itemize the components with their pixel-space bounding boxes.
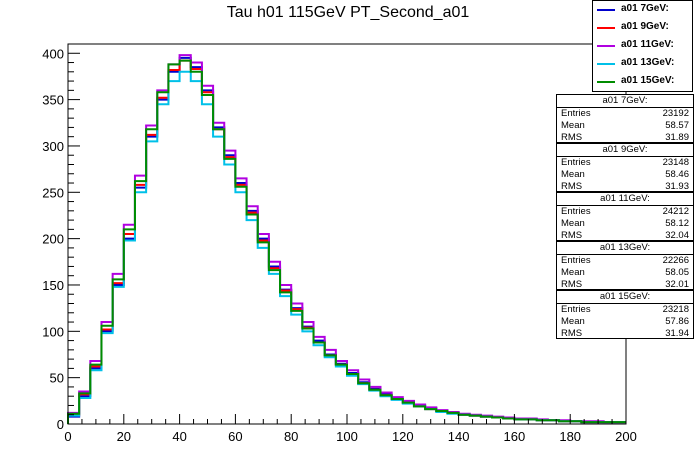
stats-row-rms: RMS 32.04 (561, 230, 689, 242)
stats-row-rms: RMS 31.93 (561, 181, 689, 193)
legend-entry: a01 15GeV: (593, 73, 692, 91)
stats-box: a01 13GeV: Entries 22266 Mean 58.05 RMS 32.01 (556, 241, 694, 290)
chart-title: Tau h01 115GeV PT_Second_a01 (226, 4, 470, 21)
legend-label: a01 15GeV: (621, 75, 675, 86)
series-layer (67, 54, 626, 424)
stats-value: 31.89 (665, 132, 689, 143)
legend-swatch (597, 45, 615, 47)
stats-key: Mean (561, 267, 585, 278)
stats-row-entries: Entries 23148 (561, 157, 689, 169)
y-tick-label: 200 (42, 232, 64, 247)
legend-label: a01 13GeV: (621, 57, 675, 68)
stats-key: Entries (561, 157, 591, 168)
legend-entry: a01 7GeV: (593, 1, 692, 19)
stats-value: 23218 (662, 304, 689, 315)
legend-entry: a01 9GeV: (593, 19, 692, 37)
stats-title: a01 13GeV: (557, 242, 693, 255)
stats-box: a01 15GeV: Entries 23218 Mean 57.86 RMS 31.94 (556, 290, 694, 339)
legend-label: a01 9GeV: (621, 21, 669, 32)
legend-swatch (597, 9, 615, 11)
stats-value: 31.93 (665, 181, 689, 192)
stats-key: Mean (561, 120, 585, 131)
stats-value: 31.94 (665, 328, 689, 339)
legend-swatch (597, 63, 615, 65)
stats-key: RMS (561, 132, 583, 143)
stats-row-mean: Mean 58.05 (561, 267, 689, 279)
stats-row-mean: Mean 57.86 (561, 316, 689, 328)
stats-key: RMS (561, 181, 583, 192)
stats-row-mean: Mean 58.46 (561, 169, 689, 181)
x-tick-label: 0 (64, 429, 71, 444)
stats-title: a01 9GeV: (557, 144, 693, 157)
stats-value: 32.01 (665, 279, 689, 290)
stats-row-entries: Entries 23192 (561, 108, 689, 120)
stats-key: RMS (561, 279, 583, 290)
y-tick-label: 300 (42, 139, 64, 154)
legend-swatch (597, 27, 615, 29)
legend-entry: a01 13GeV: (593, 55, 692, 73)
stats-box: a01 11GeV: Entries 24212 Mean 58.12 RMS 32.04 (556, 192, 694, 241)
y-tick-label: 0 (57, 417, 64, 432)
y-tick-label: 150 (42, 278, 64, 293)
stats-value: 23148 (662, 157, 689, 168)
stats-key: Entries (561, 206, 591, 217)
stats-row-rms: RMS 31.89 (561, 132, 689, 144)
y-tick-label: 400 (42, 46, 64, 61)
stats-row-entries: Entries 22266 (561, 255, 689, 267)
x-tick-label: 180 (559, 429, 581, 444)
stats-value: 57.86 (665, 316, 689, 327)
stats-value: 58.57 (665, 120, 689, 131)
x-tick-label: 80 (284, 429, 298, 444)
stats-row-rms: RMS 32.01 (561, 279, 689, 291)
x-tick-label: 140 (448, 429, 470, 444)
stats-value: 58.12 (665, 218, 689, 229)
stats-row-entries: Entries 24212 (561, 206, 689, 218)
stats-title: a01 15GeV: (557, 291, 693, 304)
x-tick-label: 200 (615, 429, 637, 444)
x-tick-label: 20 (117, 429, 131, 444)
stats-key: RMS (561, 328, 583, 339)
x-tick-label: 40 (172, 429, 186, 444)
x-tick-label: 60 (228, 429, 242, 444)
legend-entry: a01 11GeV: (593, 37, 692, 55)
series-line-a01-15gev (67, 59, 626, 424)
stats-row-mean: Mean 58.12 (561, 218, 689, 230)
legend-label: a01 7GeV: (621, 3, 669, 14)
x-tick-label: 160 (504, 429, 526, 444)
y-axis: 0 50 100 150 200 250 300 350 400 (42, 43, 80, 432)
y-tick-label: 100 (42, 324, 64, 339)
stats-box: a01 7GeV: Entries 23192 Mean 58.57 RMS 31.89 (556, 94, 694, 143)
legend: a01 7GeV: a01 9GeV: a01 11GeV: a01 13GeV: a0… (592, 0, 693, 92)
x-tick-label: 100 (336, 429, 358, 444)
stats-title: a01 7GeV: (557, 95, 693, 108)
legend-label: a01 11GeV: (621, 39, 674, 50)
x-tick-label: 120 (392, 429, 414, 444)
y-tick-label: 50 (50, 371, 64, 386)
x-axis: 0 20 40 60 80 100 120 140 160 180 200 (64, 414, 637, 444)
stats-value: 22266 (662, 255, 689, 266)
stats-key: Entries (561, 255, 591, 266)
stats-value: 32.04 (665, 230, 689, 241)
stats-row-mean: Mean 58.57 (561, 120, 689, 132)
stats-box: a01 9GeV: Entries 23148 Mean 58.46 RMS 31.93 (556, 143, 694, 192)
stats-key: Entries (561, 108, 591, 119)
legend-swatch (597, 81, 615, 83)
stats-key: RMS (561, 230, 583, 241)
stats-value: 24212 (662, 206, 689, 217)
stats-title: a01 11GeV: (557, 193, 693, 206)
stats-key: Mean (561, 316, 585, 327)
stats-value: 58.46 (665, 169, 689, 180)
stats-key: Mean (561, 169, 585, 180)
stats-value: 23192 (662, 108, 689, 119)
y-tick-label: 350 (42, 93, 64, 108)
stats-key: Entries (561, 304, 591, 315)
stats-row-entries: Entries 23218 (561, 304, 689, 316)
y-tick-label: 250 (42, 185, 64, 200)
stats-row-rms: RMS 31.94 (561, 328, 689, 340)
stats-key: Mean (561, 218, 585, 229)
stats-value: 58.05 (665, 267, 689, 278)
